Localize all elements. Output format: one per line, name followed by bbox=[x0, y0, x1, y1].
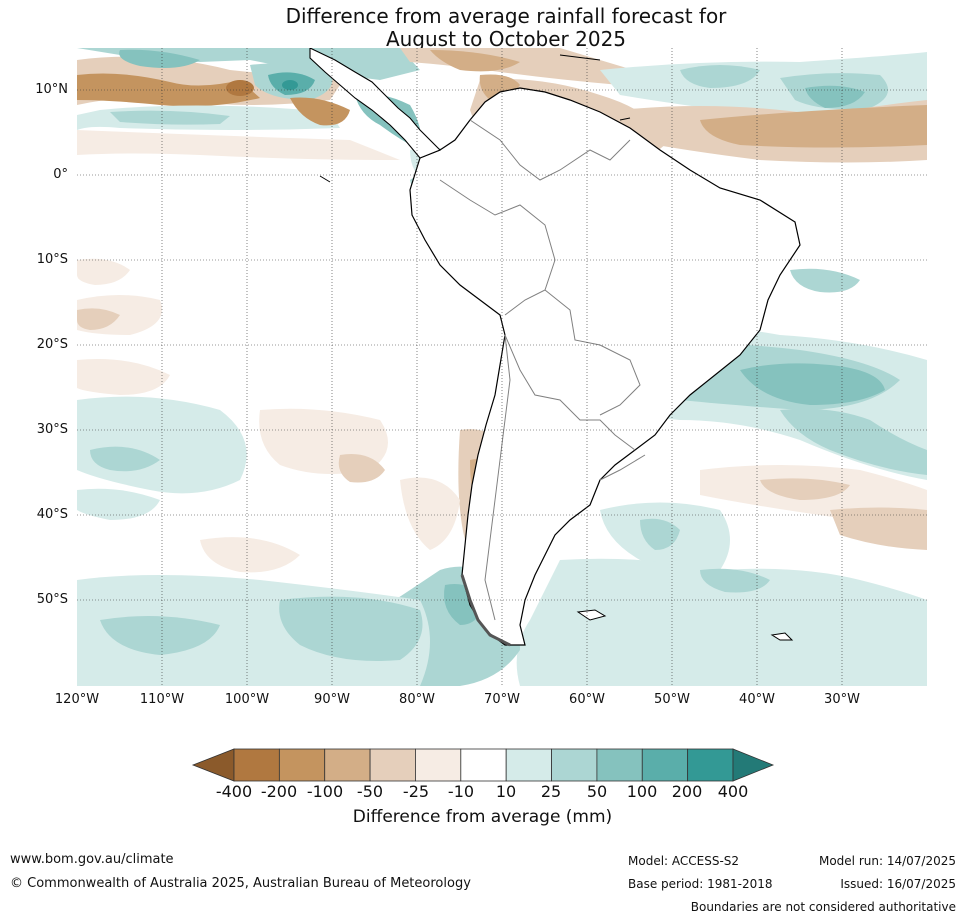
colorbar-tick: -200 bbox=[260, 782, 298, 801]
lon-label-110w: 110°W bbox=[139, 692, 185, 707]
caribbean-islands bbox=[319, 54, 631, 183]
lat-label-30s: 30°S bbox=[36, 422, 68, 437]
graticule bbox=[77, 48, 927, 686]
copyright-text: © Commonwealth of Australia 2025, Austra… bbox=[10, 876, 471, 891]
base-period-text: Base period: 1981-2018 bbox=[628, 877, 773, 891]
lon-label-40w: 40°W bbox=[739, 692, 775, 707]
south-america-land bbox=[409, 87, 801, 646]
lat-label-20s: 20°S bbox=[36, 337, 68, 352]
lat-label-10n: 10°N bbox=[35, 82, 68, 97]
colorbar-tick: -100 bbox=[306, 782, 344, 801]
colorbar-cell bbox=[596, 748, 643, 782]
south-georgia bbox=[770, 632, 794, 641]
map-title-line-1: Difference from average rainfall forecas… bbox=[285, 4, 727, 28]
colorbar-cell bbox=[460, 748, 507, 782]
disclaimer-text: Boundaries are not considered authoritat… bbox=[690, 900, 956, 914]
colorbar-tick: 10 bbox=[495, 782, 517, 801]
colorbar-cell bbox=[551, 748, 598, 782]
lon-label-50w: 50°W bbox=[654, 692, 690, 707]
lat-label-0: 0° bbox=[53, 167, 68, 182]
lon-label-30w: 30°W bbox=[824, 692, 860, 707]
map-title-line-2: August to October 2025 bbox=[385, 27, 627, 51]
colorbar-tick: -10 bbox=[447, 782, 475, 801]
colorbar-tick: -400 bbox=[215, 782, 253, 801]
lon-label-90w: 90°W bbox=[314, 692, 350, 707]
colorbar-tick: 50 bbox=[586, 782, 608, 801]
lat-label-50s: 50°S bbox=[36, 592, 68, 607]
issued-text: Issued: 16/07/2025 bbox=[840, 877, 956, 891]
lat-label-10s: 10°S bbox=[36, 252, 68, 267]
colorbar-tick: 400 bbox=[717, 782, 749, 801]
lon-label-120w: 120°W bbox=[54, 692, 100, 707]
colorbar-cell bbox=[641, 748, 689, 782]
lat-label-40s: 40°S bbox=[36, 507, 68, 522]
colorbar-tick: 25 bbox=[540, 782, 562, 801]
country-borders bbox=[439, 119, 646, 621]
lon-label-60w: 60°W bbox=[569, 692, 605, 707]
colorbar-tick: -50 bbox=[356, 782, 384, 801]
colorbar-cell bbox=[415, 748, 462, 782]
lon-label-80w: 80°W bbox=[399, 692, 435, 707]
lon-label-70w: 70°W bbox=[484, 692, 520, 707]
lon-label-100w: 100°W bbox=[224, 692, 270, 707]
colorbar-cell bbox=[369, 748, 416, 782]
central-america-land bbox=[309, 48, 441, 159]
colorbar-cell bbox=[278, 748, 326, 782]
colorbar-label: Difference from average (mm) bbox=[352, 807, 613, 827]
chilean-archipelago bbox=[460, 574, 511, 647]
colorbar-cell bbox=[233, 748, 280, 782]
colorbar-tick: -25 bbox=[402, 782, 430, 801]
website-link[interactable]: www.bom.gov.au/climate bbox=[10, 852, 174, 867]
model-text: Model: ACCESS-S2 bbox=[628, 854, 740, 868]
colorbar-cell bbox=[687, 748, 734, 782]
colorbar-cell bbox=[505, 748, 552, 782]
colorbar-tick: 100 bbox=[626, 782, 658, 801]
colorbar-extend-high bbox=[732, 748, 775, 782]
falkland-islands bbox=[576, 609, 607, 621]
colorbar-tick: 200 bbox=[671, 782, 703, 801]
model-run-text: Model run: 14/07/2025 bbox=[818, 854, 956, 868]
colorbar-cell bbox=[324, 748, 371, 782]
colorbar-extend-low bbox=[191, 748, 235, 782]
